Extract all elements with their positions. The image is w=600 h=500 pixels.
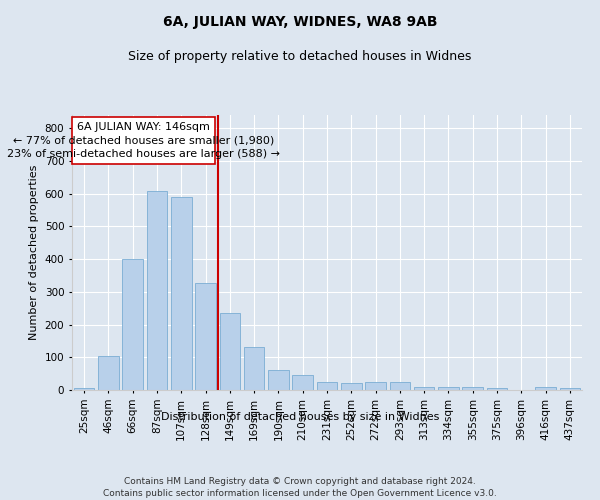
Bar (463, 386, 483, 390)
Text: 6A JULIAN WAY: 146sqm
← 77% of detached houses are smaller (1,980)
23% of semi-d: 6A JULIAN WAY: 146sqm ← 77% of detached … (7, 122, 280, 158)
Bar (171, 197, 191, 390)
Bar (535, 386, 556, 390)
Bar (438, 386, 459, 390)
Bar (414, 386, 434, 390)
FancyBboxPatch shape (72, 116, 215, 164)
Bar (292, 374, 313, 390)
Y-axis label: Number of detached properties: Number of detached properties (29, 165, 39, 340)
Text: Distribution of detached houses by size in Widnes: Distribution of detached houses by size … (161, 412, 439, 422)
Bar (560, 388, 580, 390)
Bar (195, 282, 216, 390)
Bar (98, 356, 119, 390)
Text: Size of property relative to detached houses in Widnes: Size of property relative to detached ho… (128, 50, 472, 63)
Bar (244, 348, 265, 390)
Bar (146, 192, 167, 390)
Bar (74, 388, 94, 390)
Bar (389, 382, 410, 390)
Bar (365, 382, 386, 390)
Text: Contains HM Land Registry data © Crown copyright and database right 2024.
Contai: Contains HM Land Registry data © Crown c… (103, 476, 497, 498)
Bar (341, 383, 362, 390)
Bar (268, 370, 289, 390)
Bar (487, 388, 508, 390)
Text: 6A, JULIAN WAY, WIDNES, WA8 9AB: 6A, JULIAN WAY, WIDNES, WA8 9AB (163, 15, 437, 29)
Bar (122, 259, 143, 390)
Bar (220, 313, 240, 390)
Bar (317, 382, 337, 390)
